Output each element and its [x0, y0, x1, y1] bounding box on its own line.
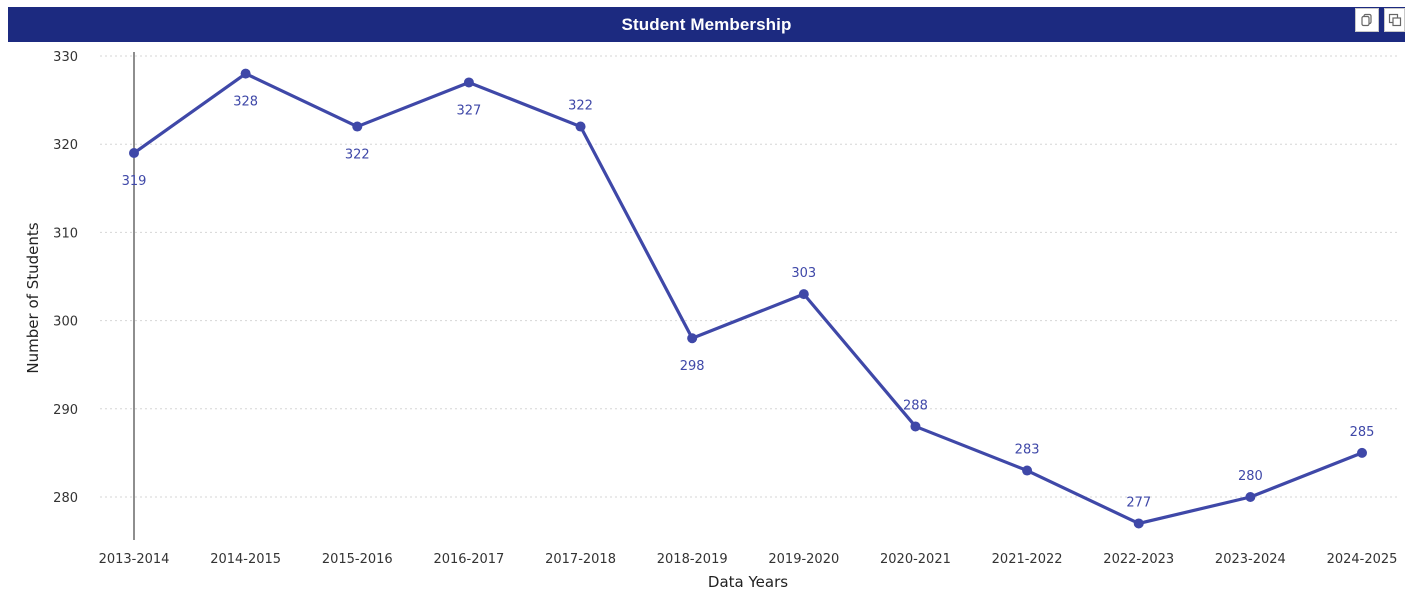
data-label: 319 — [122, 174, 147, 189]
data-point[interactable] — [1357, 447, 1367, 458]
data-label: 327 — [456, 103, 481, 118]
data-label: 277 — [1126, 495, 1151, 510]
x-tick-label: 2014-2015 — [210, 552, 281, 567]
data-point[interactable] — [575, 121, 586, 132]
data-point[interactable] — [240, 68, 251, 79]
data-point[interactable] — [463, 77, 474, 88]
data-point[interactable] — [687, 333, 698, 344]
x-tick-label: 2017-2018 — [545, 552, 616, 567]
data-point[interactable] — [1133, 518, 1144, 529]
data-label: 303 — [791, 266, 816, 281]
x-tick-label: 2013-2014 — [99, 552, 170, 567]
chart-title: Student Membership — [621, 14, 792, 34]
data-label: 322 — [568, 99, 593, 114]
data-label: 288 — [903, 398, 928, 413]
data-label: 328 — [233, 95, 258, 110]
y-tick-label: 290 — [53, 403, 78, 418]
copy-icon — [1361, 13, 1372, 27]
chart-title-bar: Student Membership — [8, 7, 1405, 42]
x-axis-ticks: 2013-2014 2014-2015 2015-2016 2016-2017 2017… — [99, 552, 1398, 567]
focus-mode-icon — [1388, 13, 1401, 27]
data-label: 285 — [1350, 425, 1375, 440]
series-line — [133, 72, 1363, 526]
data-label: 280 — [1238, 469, 1263, 484]
x-tick-label: 2022-2023 — [1103, 552, 1174, 567]
x-tick-label: 2023-2024 — [1215, 552, 1286, 567]
x-axis-title: Data Years — [708, 573, 788, 591]
y-axis-title: Number of Students — [24, 222, 42, 373]
x-tick-label: 2020-2021 — [880, 552, 951, 567]
y-tick-label: 300 — [53, 315, 78, 330]
y-tick-label: 330 — [53, 50, 78, 65]
grid-lines — [100, 55, 1400, 498]
data-point[interactable] — [1245, 492, 1256, 502]
data-labels: 319 328 322 327 322 298 303 288 283 277 280 285 — [122, 95, 1375, 511]
x-tick-label: 2015-2016 — [322, 552, 393, 567]
data-label: 322 — [345, 148, 370, 163]
data-point[interactable] — [1022, 465, 1033, 476]
y-tick-label: 320 — [53, 138, 78, 153]
data-point[interactable] — [798, 289, 809, 300]
x-tick-label: 2019-2020 — [768, 552, 839, 567]
data-label: 283 — [1015, 443, 1040, 458]
y-tick-label: 280 — [53, 491, 78, 506]
x-tick-label: 2024-2025 — [1327, 552, 1398, 567]
x-tick-label: 2016-2017 — [433, 552, 504, 567]
x-tick-label: 2021-2022 — [992, 552, 1063, 567]
y-tick-label: 310 — [53, 226, 78, 241]
copy-visual-button[interactable] — [1355, 8, 1379, 32]
data-point[interactable] — [910, 421, 921, 432]
data-point[interactable] — [352, 121, 363, 132]
focus-mode-button[interactable] — [1384, 8, 1405, 32]
data-label: 298 — [680, 359, 705, 374]
data-point[interactable] — [129, 148, 139, 159]
x-tick-label: 2018-2019 — [657, 552, 728, 567]
y-axis-ticks: 280 290 300 310 320 330 — [53, 50, 78, 506]
data-points — [129, 68, 1367, 529]
